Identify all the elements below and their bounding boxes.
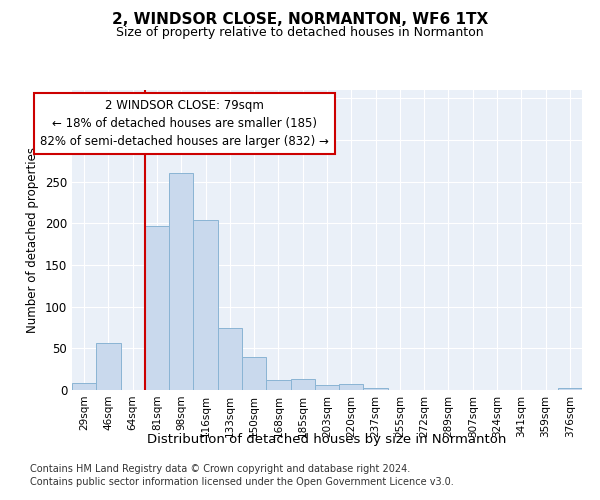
Bar (193, 220, 218, 390)
Bar (315, 385, 339, 390)
Bar (242, 356, 266, 390)
Bar (96, 342, 121, 390)
Bar (558, 388, 582, 390)
Bar (364, 388, 388, 390)
Text: Distribution of detached houses by size in Normanton: Distribution of detached houses by size … (148, 432, 506, 446)
Bar (72, 382, 96, 390)
Bar (266, 380, 290, 390)
Text: Contains public sector information licensed under the Open Government Licence v3: Contains public sector information licen… (30, 477, 454, 487)
Bar (218, 328, 242, 390)
Text: Size of property relative to detached houses in Normanton: Size of property relative to detached ho… (116, 26, 484, 39)
Bar (339, 384, 364, 390)
Y-axis label: Number of detached properties: Number of detached properties (26, 147, 40, 333)
Text: Contains HM Land Registry data © Crown copyright and database right 2024.: Contains HM Land Registry data © Crown c… (30, 464, 410, 474)
Bar (145, 226, 169, 390)
Text: 2, WINDSOR CLOSE, NORMANTON, WF6 1TX: 2, WINDSOR CLOSE, NORMANTON, WF6 1TX (112, 12, 488, 28)
Text: 2 WINDSOR CLOSE: 79sqm
← 18% of detached houses are smaller (185)
82% of semi-de: 2 WINDSOR CLOSE: 79sqm ← 18% of detached… (40, 99, 329, 148)
Bar (169, 172, 193, 390)
Bar (290, 379, 315, 390)
